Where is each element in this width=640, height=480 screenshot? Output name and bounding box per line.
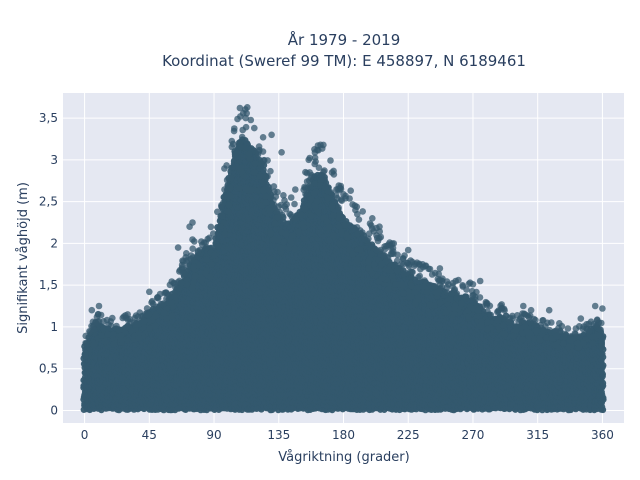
data-points xyxy=(80,104,607,414)
